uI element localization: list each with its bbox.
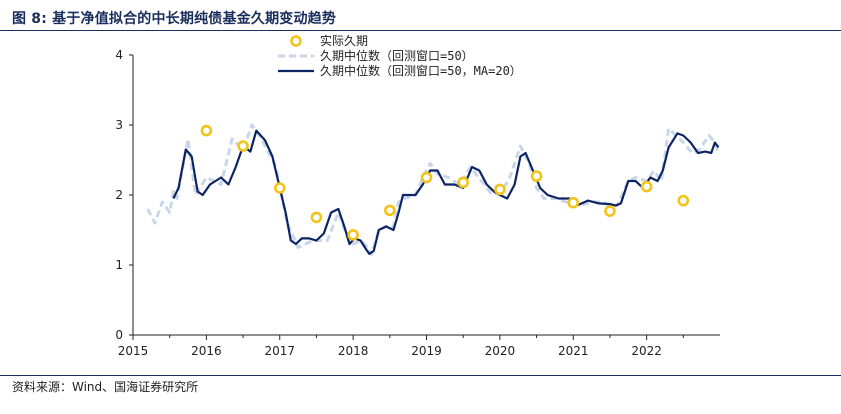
actual-duration-point bbox=[420, 171, 433, 184]
y-ticks: 0 1 2 3 4 bbox=[115, 48, 133, 342]
actual-duration-point bbox=[677, 194, 690, 207]
x-tick-label: 2022 bbox=[631, 344, 662, 358]
x-ticks: 2015 2016 2017 2018 2019 2020 2021 2022 bbox=[118, 335, 684, 358]
plot-area bbox=[146, 123, 720, 256]
title-rule bbox=[0, 30, 841, 31]
x-tick-label: 2018 bbox=[338, 344, 369, 358]
actual-duration-point bbox=[384, 204, 396, 217]
y-tick-label: 3 bbox=[115, 118, 123, 132]
chart-axes bbox=[132, 55, 720, 336]
series-median-line bbox=[146, 123, 720, 256]
x-tick-label: 2019 bbox=[411, 344, 442, 358]
actual-duration-point bbox=[200, 124, 213, 137]
source-rule bbox=[0, 375, 841, 376]
legend-label-ma: 久期中位数（回测窗口=50，MA=20） bbox=[320, 63, 522, 78]
actual-duration-point bbox=[347, 229, 359, 241]
actual-duration-point bbox=[567, 196, 580, 209]
series-ma-line bbox=[172, 129, 720, 255]
actual-duration-point bbox=[457, 176, 469, 189]
y-tick-label: 2 bbox=[115, 188, 123, 202]
actual-duration-point bbox=[273, 182, 286, 194]
y-tick-label: 4 bbox=[115, 48, 123, 62]
legend-marker-actual bbox=[290, 35, 302, 47]
x-tick-label: 2017 bbox=[264, 344, 295, 358]
actual-duration-point bbox=[604, 205, 616, 217]
x-tick-label: 2016 bbox=[191, 344, 222, 358]
chart-legend: 实际久期 久期中位数（回测窗口=50） 久期中位数（回测窗口=50，MA=20） bbox=[278, 33, 522, 78]
legend-label-median: 久期中位数（回测窗口=50） bbox=[320, 48, 474, 63]
actual-duration-point bbox=[640, 180, 653, 193]
x-tick-label: 2020 bbox=[485, 344, 516, 358]
actual-duration-point bbox=[310, 211, 323, 224]
x-tick-label: 2021 bbox=[558, 344, 589, 358]
legend-label-actual: 实际久期 bbox=[320, 33, 368, 48]
actual-duration-point bbox=[494, 183, 506, 196]
x-tick-label: 2015 bbox=[118, 344, 149, 358]
actual-duration-point bbox=[530, 170, 543, 182]
y-tick-label: 1 bbox=[115, 258, 123, 272]
actual-duration-point bbox=[237, 140, 249, 152]
source-note: 资料来源：Wind、国海证券研究所 bbox=[12, 380, 199, 394]
y-tick-label: 0 bbox=[115, 328, 123, 342]
figure-title: 图 8: 基于净值拟合的中长期纯债基金久期变动趋势 bbox=[12, 11, 337, 27]
